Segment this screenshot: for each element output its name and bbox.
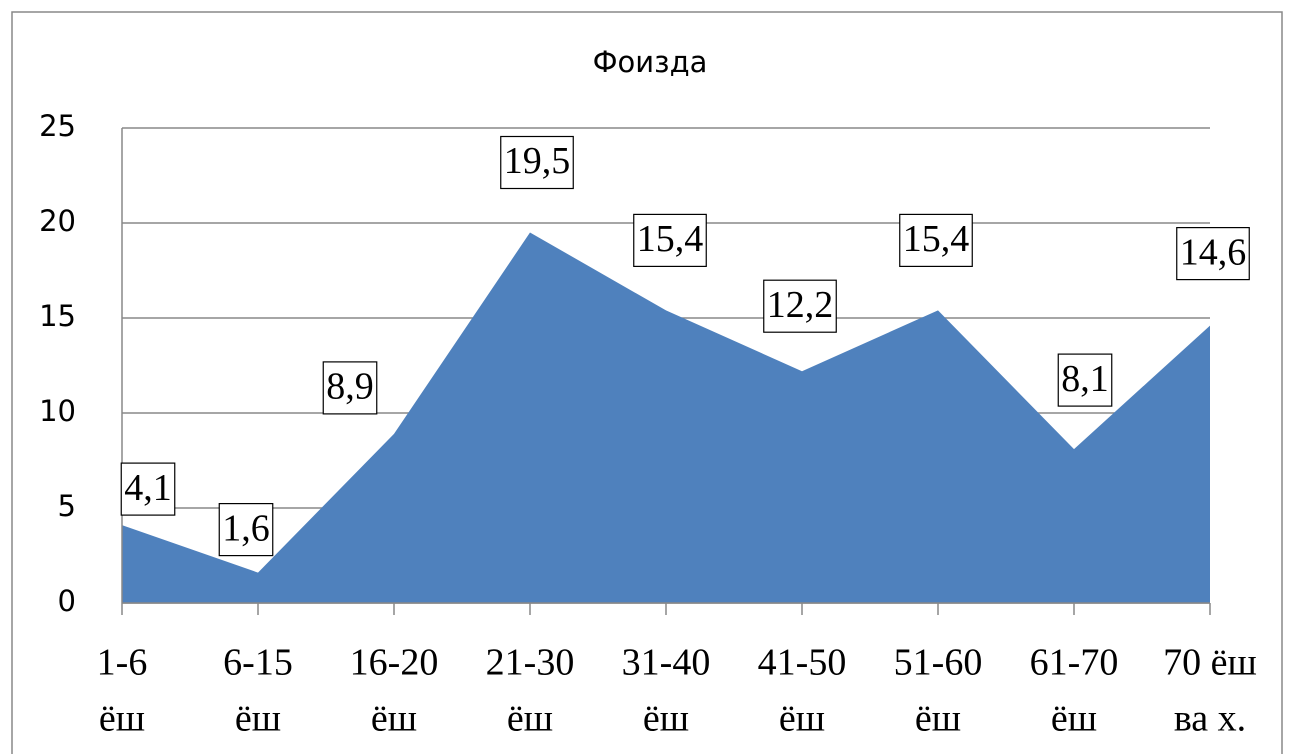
data-label: 1,6 <box>222 507 270 549</box>
data-label-box <box>1057 353 1113 407</box>
x-tick-label: 51-60 <box>894 642 983 684</box>
x-tick-label: ёш <box>643 698 689 740</box>
data-label-box <box>322 361 378 415</box>
y-tick-label: 10 <box>39 394 76 428</box>
x-tick-label: ва х. <box>1174 698 1246 740</box>
x-tick-label: 1-6 <box>97 642 148 684</box>
x-tick-label: 21-30 <box>486 642 575 684</box>
data-label-box <box>633 213 707 267</box>
data-label: 15,4 <box>637 218 704 260</box>
chart-title: Фоизда <box>593 45 708 79</box>
data-label: 12,2 <box>767 284 834 326</box>
y-tick-label: 25 <box>39 109 76 143</box>
data-label: 15,4 <box>903 218 970 260</box>
x-tick-label: 41-50 <box>758 642 847 684</box>
y-tick-label: 0 <box>58 584 76 618</box>
x-tick-label: 6-15 <box>223 642 293 684</box>
data-label-box <box>218 503 274 557</box>
x-tick-label: ёш <box>779 698 825 740</box>
data-label-box <box>763 279 837 333</box>
y-tick-label: 5 <box>58 489 76 523</box>
data-label: 14,6 <box>1180 231 1247 273</box>
x-tick-label: 16-20 <box>350 642 439 684</box>
x-tick-label: ёш <box>1051 698 1097 740</box>
area <box>122 232 1210 603</box>
data-label: 4,1 <box>124 467 172 509</box>
data-label-box <box>120 462 176 516</box>
data-label-box <box>899 213 973 267</box>
data-label-box <box>1176 227 1250 281</box>
y-tick-label: 20 <box>39 204 76 238</box>
x-tick-label: 70 ёш <box>1163 642 1257 684</box>
x-tick-label: 31-40 <box>622 642 711 684</box>
data-label: 8,1 <box>1061 358 1109 400</box>
x-tick-label: ёш <box>99 698 145 740</box>
data-label: 19,5 <box>504 140 571 182</box>
x-tick-label: ёш <box>235 698 281 740</box>
x-tick-label: ёш <box>371 698 417 740</box>
x-tick-label: 61-70 <box>1030 642 1119 684</box>
data-label: 8,9 <box>326 366 374 408</box>
x-tick-label: ёш <box>507 698 553 740</box>
y-tick-label: 15 <box>39 299 76 333</box>
data-label-box <box>500 135 574 190</box>
x-tick-label: ёш <box>915 698 961 740</box>
